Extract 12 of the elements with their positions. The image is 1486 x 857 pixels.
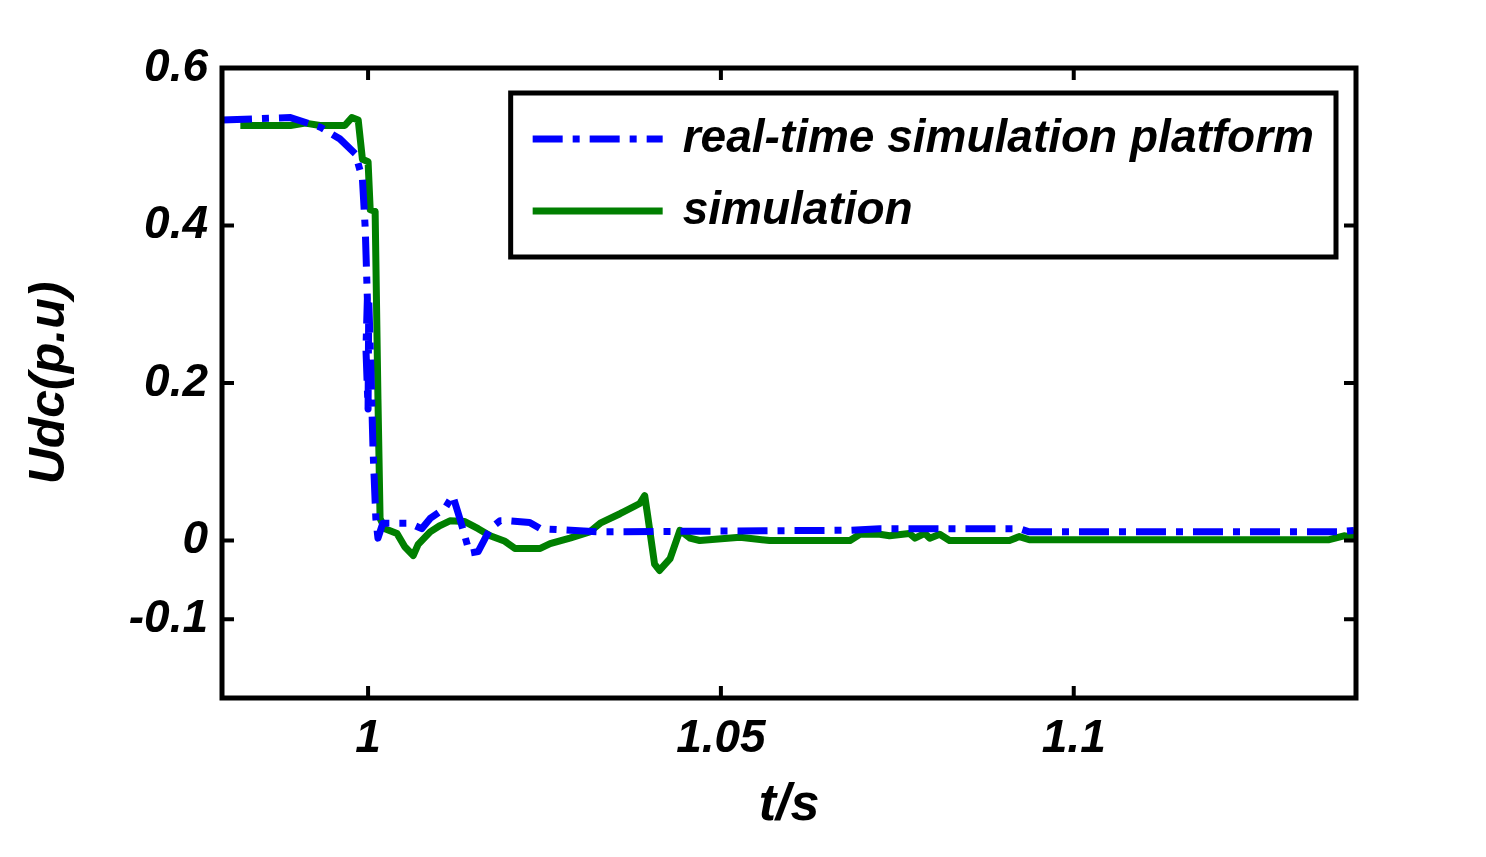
y-tick-label: 0.4 (144, 196, 208, 249)
y-tick-label: 0.2 (144, 353, 209, 406)
y-tick-label: 0 (182, 511, 209, 564)
y-axis-title: Udc(p.u) (18, 281, 75, 485)
x-tick-label: 1.1 (1041, 710, 1106, 763)
legend-label: simulation (682, 181, 913, 234)
y-tick-label: -0.1 (128, 589, 208, 642)
x-tick-label: 1.05 (676, 710, 768, 763)
x-axis-title: t/s (758, 773, 820, 832)
y-tick-label: 0.6 (144, 38, 209, 91)
legend-label: real-time simulation platform (682, 109, 1315, 162)
x-tick-label: 1 (355, 710, 381, 763)
